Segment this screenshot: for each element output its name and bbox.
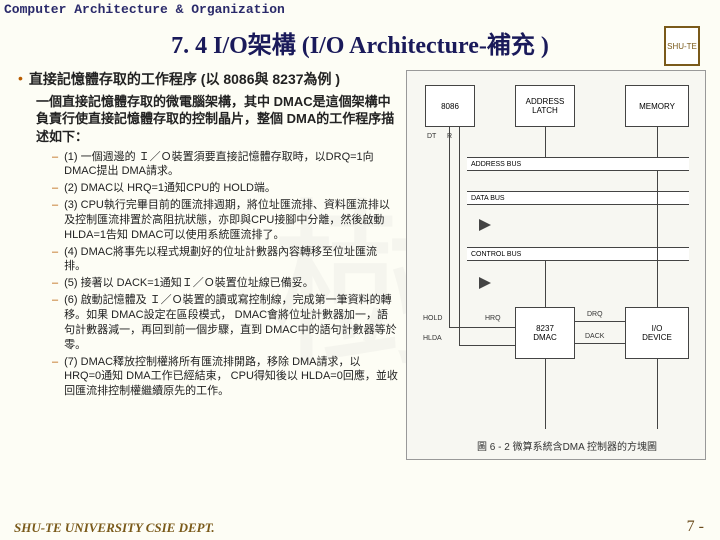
list-item: –(4) DMAC將事先以程式規劃好的位址計數器內容轉移至位址匯流排。 — [52, 245, 398, 275]
buffer-icon — [479, 277, 495, 289]
buffer-icon — [479, 219, 495, 231]
dash-icon: – — [52, 198, 58, 243]
dash-icon: – — [52, 293, 58, 352]
wire — [657, 359, 658, 429]
step-text: (4) DMAC將事先以程式規劃好的位址計數器內容轉移至位址匯流排。 — [64, 245, 398, 275]
wire — [657, 127, 658, 157]
block-latch: ADDRESS LATCH — [515, 85, 575, 127]
address-bus: ADDRESS BUS — [467, 157, 689, 171]
list-item: –(1) 一個週邊的 Ｉ／Ｏ裝置須要直接記憶體存取時，以DRQ=1向DMAC提出… — [52, 150, 398, 180]
block-cpu: 8086 — [425, 85, 475, 127]
wire — [449, 127, 450, 327]
subtitle: 直接記憶體存取的工作程序 (以 8086與 8237為例 ) — [29, 70, 340, 89]
dma-block-diagram: 8086 ADDRESS LATCH MEMORY ADDRESS BUS DA… — [406, 70, 706, 460]
dash-icon: – — [52, 150, 58, 180]
list-item: –(7) DMAC釋放控制權將所有匯流排開路，移除 DMA請求，以 HRQ=0通… — [52, 355, 398, 400]
page-number: 7 - — [687, 518, 704, 536]
step-text: (1) 一個週邊的 Ｉ／Ｏ裝置須要直接記憶體存取時，以DRQ=1向DMAC提出 … — [64, 150, 398, 180]
content-area: • 直接記憶體存取的工作程序 (以 8086與 8237為例 ) 一個直接記憶體… — [0, 70, 720, 460]
list-item: –(6) 啟動記憶體及 Ｉ／Ｏ裝置的讀或寫控制線，完成第一筆資料的轉移。如果 D… — [52, 293, 398, 352]
list-item: –(5) 接著以 DACK=1通知Ｉ／Ｏ裝置位址線已備妥。 — [52, 276, 398, 291]
list-item: –(3) CPU執行完畢目前的匯流排週期，將位址匯流排、資料匯流排以及控制匯流排… — [52, 198, 398, 243]
data-bus: DATA BUS — [467, 191, 689, 205]
label-hrq: HRQ — [485, 315, 501, 322]
step-text: (2) DMAC以 HRQ=1通知CPU的 HOLD端。 — [64, 181, 276, 196]
label-drq: DRQ — [587, 311, 603, 318]
steps-list: –(1) 一個週邊的 Ｉ／Ｏ裝置須要直接記憶體存取時，以DRQ=1向DMAC提出… — [52, 150, 398, 400]
university-logo: SHU-TE — [664, 26, 700, 66]
block-io: I/O DEVICE — [625, 307, 689, 359]
label-hlda: HLDA — [423, 335, 442, 342]
label-hold: HOLD — [423, 315, 442, 322]
dash-icon: – — [52, 245, 58, 275]
dash-icon: – — [52, 355, 58, 400]
intro-text: 一個直接記憶體存取的微電腦架構，其中 DMAC是這個架構中負責行使直接記憶體存取… — [36, 93, 398, 146]
step-text: (3) CPU執行完畢目前的匯流排週期，將位址匯流排、資料匯流排以及控制匯流排置… — [64, 198, 398, 243]
footer-text: SHU-TE UNIVERSITY CSIE DEPT. — [14, 520, 215, 536]
block-memory: MEMORY — [625, 85, 689, 127]
label-dt: DT — [427, 133, 436, 140]
page-title: 7. 4 I/O架構 (I/O Architecture-補充 ) — [0, 25, 720, 60]
subtitle-row: • 直接記憶體存取的工作程序 (以 8086與 8237為例 ) — [18, 70, 398, 89]
text-column: • 直接記憶體存取的工作程序 (以 8086與 8237為例 ) 一個直接記憶體… — [18, 70, 398, 460]
step-text: (5) 接著以 DACK=1通知Ｉ／Ｏ裝置位址線已備妥。 — [64, 276, 314, 291]
wire — [545, 261, 546, 307]
step-text: (6) 啟動記憶體及 Ｉ／Ｏ裝置的讀或寫控制線，完成第一筆資料的轉移。如果 DM… — [64, 293, 398, 352]
bullet-icon: • — [18, 70, 23, 87]
diagram-column: 8086 ADDRESS LATCH MEMORY ADDRESS BUS DA… — [398, 70, 710, 460]
dash-icon: – — [52, 276, 58, 291]
wire — [575, 321, 625, 322]
control-bus: CONTROL BUS — [467, 247, 689, 261]
wire — [459, 127, 460, 345]
course-header: Computer Architecture & Organization — [0, 0, 720, 19]
wire — [657, 171, 658, 307]
label-dack: DACK — [585, 333, 604, 340]
wire — [575, 343, 625, 344]
wire — [545, 359, 546, 429]
dash-icon: – — [52, 181, 58, 196]
diagram-caption: 圖 6 - 2 微算系統含DMA 控制器的方塊圖 — [477, 438, 657, 453]
step-text: (7) DMAC釋放控制權將所有匯流排開路，移除 DMA請求，以 HRQ=0通知… — [64, 355, 398, 400]
list-item: –(2) DMAC以 HRQ=1通知CPU的 HOLD端。 — [52, 181, 398, 196]
wire — [545, 127, 546, 157]
wire — [459, 345, 515, 346]
block-dmac: 8237 DMAC — [515, 307, 575, 359]
